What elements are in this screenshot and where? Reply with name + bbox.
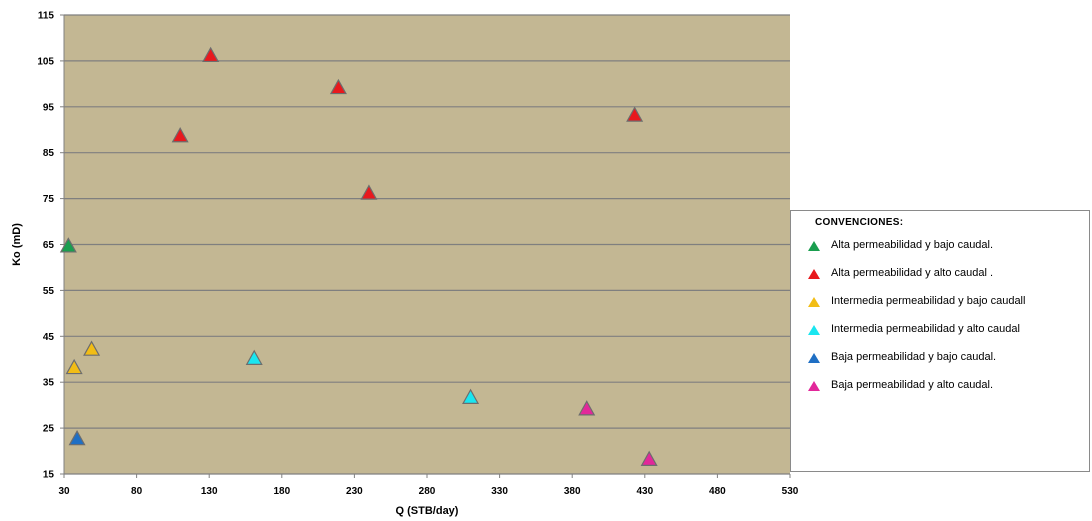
legend-items: Alta permeabilidad y bajo caudal. Alta pe… <box>807 238 1079 392</box>
y-tick-label: 85 <box>43 148 55 159</box>
x-tick-label: 180 <box>273 486 290 497</box>
legend-item: Intermedia permeabilidad y alto caudal <box>807 322 1079 336</box>
legend-marker <box>808 297 820 307</box>
data-point <box>578 400 596 416</box>
y-tick-label: 45 <box>43 332 55 343</box>
data-point <box>83 340 101 356</box>
data-point <box>202 46 220 63</box>
legend-label: Baja permeabilidad y alto caudal. <box>831 379 994 391</box>
legend-title: CONVENCIONES: <box>815 217 904 228</box>
y-tick-label: 15 <box>43 470 55 481</box>
x-tick-label: 80 <box>131 486 143 497</box>
data-point <box>360 184 378 200</box>
axes <box>60 14 791 478</box>
x-tick-label: 380 <box>564 486 581 497</box>
legend-triangle-icon <box>808 353 820 363</box>
data-point <box>245 349 263 365</box>
y-axis-title: Ko (mD) <box>11 223 23 266</box>
legend-triangle-icon <box>808 269 820 279</box>
x-tick-label: 230 <box>346 486 363 497</box>
data-points <box>59 46 658 466</box>
legend-marker <box>808 381 820 391</box>
y-tick-label: 75 <box>43 194 55 205</box>
legend-label: Alta permeabilidad y alto caudal . <box>831 267 994 279</box>
y-tick-label: 25 <box>43 424 55 435</box>
y-tick-label: 35 <box>43 378 55 389</box>
legend-triangle-icon <box>808 297 820 307</box>
data-point <box>626 106 644 122</box>
x-tick-label: 280 <box>419 486 436 497</box>
data-point <box>462 388 480 404</box>
legend-label: Intermedia permeabilidad y bajo caudall <box>831 295 1026 307</box>
legend-marker <box>808 241 820 251</box>
legend-item: Alta permeabilidad y bajo caudal. <box>807 238 1079 252</box>
legend-triangle-icon <box>808 381 820 391</box>
legend-item: Baja permeabilidad y bajo caudal. <box>807 350 1079 364</box>
x-tick-label: 530 <box>782 486 799 497</box>
y-tick-label: 65 <box>43 240 55 251</box>
legend: CONVENCIONES: Alta permeabilidad y bajo … <box>790 210 1090 472</box>
legend-label: Baja permeabilidad y bajo caudal. <box>831 351 997 363</box>
x-tick-label: 30 <box>58 486 70 497</box>
legend-item: Alta permeabilidad y alto caudal . <box>807 266 1079 280</box>
legend-marker <box>808 325 820 335</box>
y-tick-label: 95 <box>43 102 55 113</box>
legend-marker <box>808 353 820 363</box>
data-point <box>329 78 347 95</box>
legend-triangle-icon <box>808 241 820 251</box>
legend-item: Intermedia permeabilidad y bajo caudall <box>807 294 1079 308</box>
x-axis-title: Q (STB/day) <box>396 505 459 517</box>
x-tick-label: 330 <box>491 486 508 497</box>
legend-marker <box>808 269 820 279</box>
data-point <box>640 450 658 466</box>
legend-triangle-icon <box>808 325 820 335</box>
x-tick-label: 130 <box>201 486 218 497</box>
data-point <box>65 358 83 375</box>
data-point <box>171 127 189 143</box>
x-tick-label: 430 <box>636 486 653 497</box>
legend-label: Alta permeabilidad y bajo caudal. <box>831 239 994 251</box>
legend-item: Baja permeabilidad y alto caudal. <box>807 378 1079 392</box>
y-tick-label: 55 <box>43 286 55 297</box>
tick-labels: 15 25 35 45 55 65 75 85 95 105 115 30 80 130 180 230 280… <box>37 11 798 498</box>
x-tick-label: 480 <box>709 486 726 497</box>
data-point <box>59 237 77 253</box>
y-tick-label: 115 <box>38 11 55 22</box>
legend-label: Intermedia permeabilidad y alto caudal <box>831 323 1020 335</box>
grid-lines <box>64 14 790 475</box>
y-tick-label: 105 <box>37 56 54 67</box>
data-point <box>68 429 86 446</box>
